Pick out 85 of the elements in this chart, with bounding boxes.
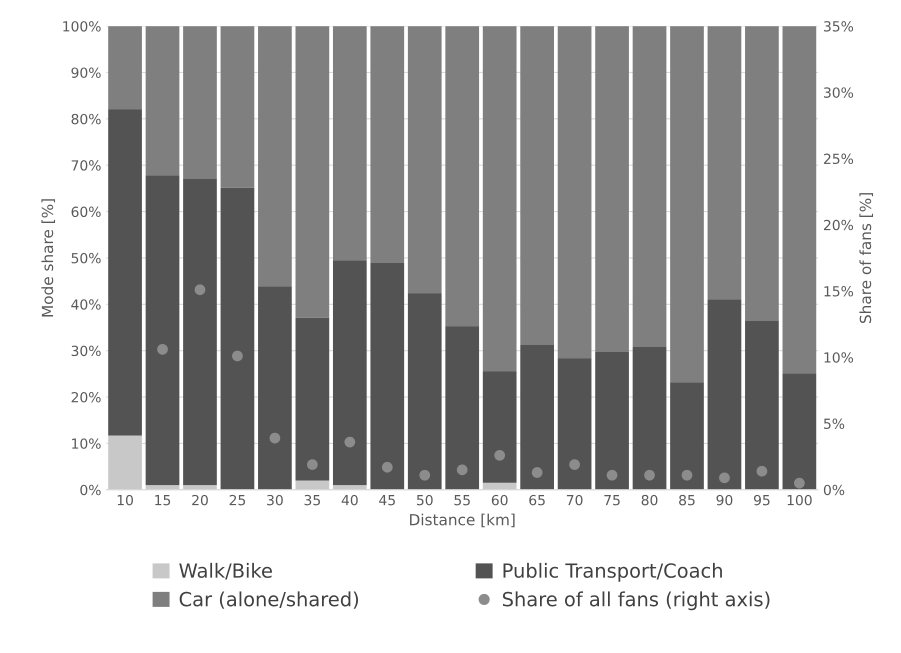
y-tick-label: 0% — [80, 484, 101, 496]
y2-tick-label: 25% — [824, 154, 854, 164]
bar — [408, 293, 442, 490]
y-tick-label: 10% — [72, 438, 101, 449]
y-tick-label: 60% — [72, 206, 101, 218]
y-tick-label: 80% — [72, 114, 101, 124]
bar — [258, 26, 292, 286]
bar — [296, 318, 330, 480]
bar — [595, 26, 629, 352]
bar — [296, 26, 330, 318]
bar — [708, 299, 742, 490]
legend-label: Share of all fans (right axis) — [502, 591, 770, 610]
bar — [445, 326, 480, 490]
y-tick-label: 100% — [63, 21, 101, 32]
bar — [745, 320, 779, 490]
bar — [558, 26, 592, 359]
bar — [296, 480, 330, 490]
bar — [183, 26, 217, 179]
y2-tick-label: 30% — [824, 87, 854, 98]
y2-tick-label: 15% — [824, 286, 854, 297]
x-tick-label: 95 — [754, 494, 770, 506]
x-tick-label: 70 — [566, 494, 583, 506]
x-tick-label: 15 — [155, 495, 170, 506]
x-tick-label: 90 — [716, 494, 732, 506]
bar — [482, 372, 517, 483]
legend-label: Public Transport/Coach — [504, 562, 722, 582]
y2-tick-label: 10% — [824, 352, 854, 363]
bar — [146, 26, 180, 176]
bar — [220, 26, 254, 188]
x-tick-label: 30 — [267, 494, 283, 506]
x-tick-label: 60 — [492, 494, 508, 506]
bar — [370, 26, 404, 264]
x-tick-label: 45 — [379, 495, 395, 506]
x-tick-label: 20 — [192, 494, 208, 506]
bar — [258, 286, 292, 490]
bar — [745, 26, 779, 321]
x-tick-label: 75 — [604, 495, 620, 506]
y-axis-title: Mode share [%] — [41, 199, 56, 316]
bar — [445, 26, 480, 326]
y-tick-label: 90% — [71, 67, 101, 78]
x-axis-title: Distance [km] — [410, 514, 515, 528]
bar — [108, 26, 142, 110]
x-tick-label: 50 — [416, 494, 433, 506]
bar — [782, 26, 816, 374]
y-tick-label: 70% — [72, 160, 101, 171]
x-tick-label: 80 — [642, 494, 658, 506]
legend-label: Walk/Bike — [179, 562, 272, 580]
bar — [482, 26, 517, 372]
y2-axis-title: Share of fans [%] — [859, 193, 874, 324]
y-tick-label: 50% — [72, 252, 101, 264]
bar — [670, 26, 704, 382]
bar — [632, 26, 666, 347]
legend-label: Car (alone/shared) — [180, 591, 358, 609]
y-tick-label: 40% — [71, 299, 101, 310]
bar — [220, 188, 254, 490]
bar — [146, 175, 180, 486]
bar — [408, 26, 442, 294]
bar — [708, 26, 742, 300]
x-tick-label: 85 — [679, 494, 695, 506]
bar — [183, 178, 217, 486]
x-tick-label: 65 — [529, 494, 545, 506]
bar — [670, 382, 704, 490]
bar — [108, 109, 142, 436]
bar — [370, 263, 404, 490]
bar — [108, 436, 142, 490]
y2-tick-label: 5% — [824, 418, 844, 429]
x-tick-label: 10 — [118, 494, 133, 506]
x-tick-label: 25 — [230, 494, 246, 506]
bar — [595, 352, 629, 490]
bar — [332, 26, 367, 260]
x-tick-label: 40 — [342, 494, 358, 506]
x-tick-label: 35 — [304, 494, 320, 506]
bar — [332, 260, 367, 486]
y-tick-label: 30% — [72, 346, 101, 356]
bar — [558, 358, 592, 490]
bar — [632, 346, 666, 490]
x-tick-label: 55 — [454, 495, 470, 506]
bar — [520, 344, 554, 490]
bar — [782, 373, 816, 490]
y2-tick-label: 35% — [824, 21, 854, 32]
bar — [520, 26, 554, 345]
y2-tick-label: 0% — [824, 484, 844, 496]
y2-tick-label: 20% — [824, 220, 854, 230]
x-tick-label: 100 — [788, 494, 812, 506]
y-tick-label: 20% — [72, 392, 101, 402]
